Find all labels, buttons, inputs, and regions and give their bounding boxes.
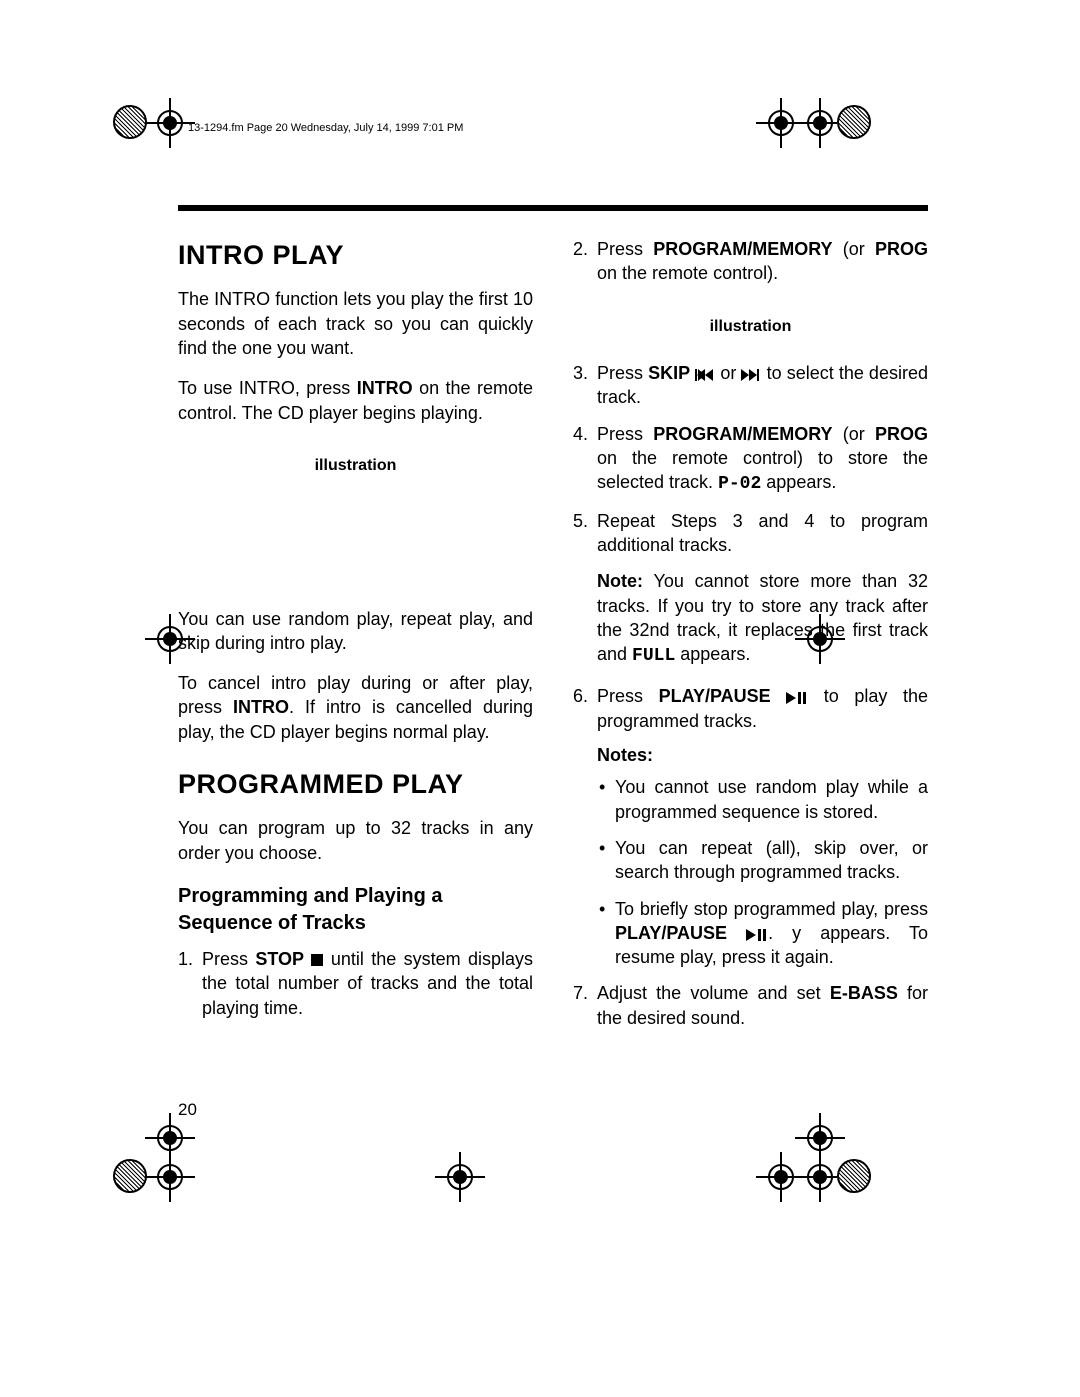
bullet-item: You cannot use random play while a progr…: [615, 775, 928, 824]
bullet-item: To briefly stop programmed play, press P…: [615, 897, 928, 970]
crop-mark: [435, 1152, 485, 1202]
body-text: You can program up to 32 tracks in any o…: [178, 816, 533, 865]
crop-ornament: [113, 105, 147, 139]
top-rule: [178, 205, 928, 211]
crop-mark: [145, 98, 195, 148]
page-content: INTRO PLAY The INTRO function lets you p…: [178, 205, 928, 1042]
list-item: 6. Press PLAY/PAUSE to play the programm…: [597, 684, 928, 969]
play-pause-icon: [746, 929, 768, 941]
list-item: 2. Press PROGRAM/MEMORY (or PROG on the …: [597, 237, 928, 286]
skip-fwd-icon: [741, 369, 761, 381]
body-text: To cancel intro play during or after pla…: [178, 671, 533, 744]
heading-intro-play: INTRO PLAY: [178, 237, 533, 273]
illustration-placeholder: illustration: [178, 455, 533, 477]
list-item: 4. Press PROGRAM/MEMORY (or PROG on the …: [597, 422, 928, 497]
play-pause-icon: [786, 692, 808, 704]
body-text: To use INTRO, press INTRO on the remote …: [178, 376, 533, 425]
illustration-placeholder: illustration: [573, 316, 928, 338]
body-text: The INTRO function lets you play the fir…: [178, 287, 533, 360]
stop-icon: [311, 954, 323, 966]
subheading: Programming and Playing a Sequence of Tr…: [178, 883, 533, 937]
bullet-item: You can repeat (all), skip over, or sear…: [615, 836, 928, 885]
left-column: INTRO PLAY The INTRO function lets you p…: [178, 237, 533, 1042]
notes-heading: Notes:: [597, 743, 928, 767]
page-number: 20: [178, 1100, 197, 1120]
crop-mark: [145, 1113, 195, 1163]
crop-ornament: [837, 1159, 871, 1193]
skip-back-icon: [695, 369, 715, 381]
crop-ornament: [113, 1159, 147, 1193]
crop-ornament: [837, 105, 871, 139]
right-column: 2. Press PROGRAM/MEMORY (or PROG on the …: [573, 237, 928, 1042]
heading-programmed-play: PROGRAMMED PLAY: [178, 766, 533, 802]
list-item: 7. Adjust the volume and set E-BASS for …: [597, 981, 928, 1030]
body-text: You can use random play, repeat play, an…: [178, 607, 533, 656]
crop-mark: [795, 1113, 845, 1163]
list-item: 1. Press STOP until the system displays …: [202, 947, 533, 1020]
list-item: 3. Press SKIP or to select the desired t…: [597, 361, 928, 410]
list-item: 5. Repeat Steps 3 and 4 to program addit…: [597, 509, 928, 669]
page-header: 13-1294.fm Page 20 Wednesday, July 14, 1…: [188, 122, 463, 134]
